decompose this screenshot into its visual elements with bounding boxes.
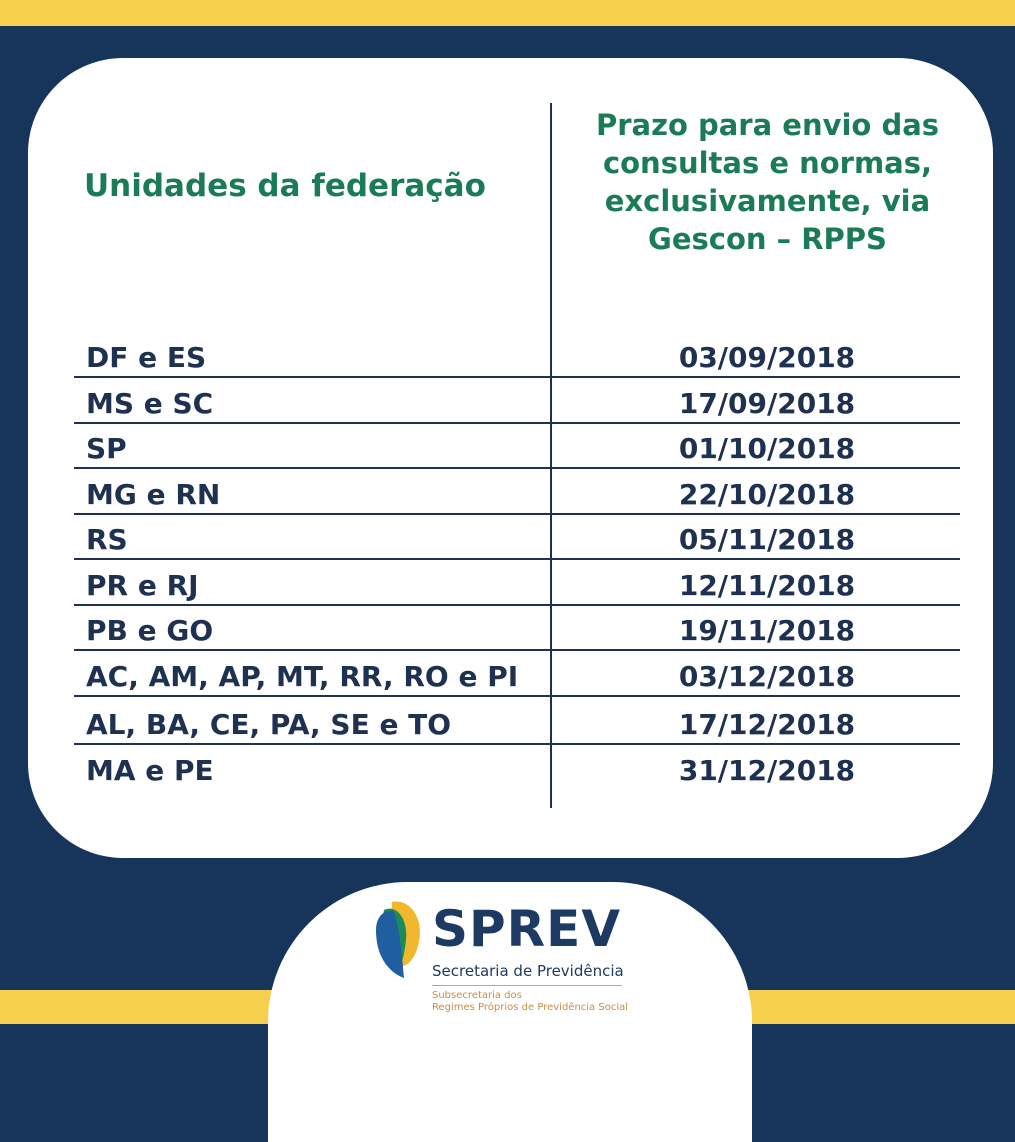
logo-subsecretaria: Subsecretaria dos Regimes Próprios de Pre… — [432, 990, 628, 1014]
row-uf: PB e GO — [86, 614, 214, 647]
row-divider — [74, 422, 960, 424]
row-divider — [74, 743, 960, 745]
sprev-logo-icon — [376, 901, 420, 978]
row-divider — [74, 649, 960, 651]
table-row: RS 05/11/2018 — [74, 514, 960, 560]
table-card — [28, 58, 993, 858]
row-divider — [74, 695, 960, 697]
row-divider — [74, 558, 960, 560]
column-divider — [550, 103, 552, 808]
logo-line3: Regimes Próprios de Previdência Social — [432, 1002, 629, 1013]
row-uf: RS — [86, 523, 128, 556]
logo-line2: Subsecretaria dos — [432, 990, 522, 1001]
column-header-deadline: Prazo para envio das consultas e normas,… — [595, 108, 940, 256]
row-uf: AC, AM, AP, MT, RR, RO e PI — [86, 660, 519, 693]
row-uf: PR e RJ — [86, 569, 199, 602]
table-row: MS e SC 17/09/2018 — [74, 378, 960, 424]
row-date: 01/10/2018 — [678, 432, 856, 465]
logo-subtitle: Secretaria de Previdência — [432, 962, 624, 980]
table-row: PB e GO 19/11/2018 — [74, 605, 960, 651]
row-date: 19/11/2018 — [678, 614, 856, 647]
sprev-logo-text: SPREV — [432, 900, 622, 958]
table-row: AC, AM, AP, MT, RR, RO e PI 03/12/2018 — [74, 651, 960, 697]
row-date: 17/12/2018 — [678, 708, 856, 741]
row-date: 17/09/2018 — [678, 387, 856, 420]
table-row: MA e PE 31/12/2018 — [74, 745, 960, 791]
row-date: 05/11/2018 — [678, 523, 856, 556]
row-divider — [74, 467, 960, 469]
table-row: SP 01/10/2018 — [74, 423, 960, 469]
row-uf: SP — [86, 432, 127, 465]
logo-separator — [432, 985, 622, 986]
table-row: MG e RN 22/10/2018 — [74, 469, 960, 515]
row-uf: DF e ES — [86, 341, 207, 374]
row-uf: MG e RN — [86, 478, 221, 511]
row-date: 22/10/2018 — [678, 478, 856, 511]
row-uf: AL, BA, CE, PA, SE e TO — [86, 708, 452, 741]
table-row: DF e ES 03/09/2018 — [74, 332, 960, 378]
table-row: PR e RJ 12/11/2018 — [74, 560, 960, 606]
row-divider — [74, 513, 960, 515]
row-date: 31/12/2018 — [678, 754, 856, 787]
column-header-uf: Unidades da federação — [84, 168, 486, 204]
row-divider — [74, 376, 960, 378]
row-divider — [74, 604, 960, 606]
row-date: 03/12/2018 — [678, 660, 856, 693]
top-yellow-bar — [0, 0, 1015, 26]
row-uf: MA e PE — [86, 754, 214, 787]
row-date: 12/11/2018 — [678, 569, 856, 602]
row-uf: MS e SC — [86, 387, 214, 420]
table-row: AL, BA, CE, PA, SE e TO 17/12/2018 — [74, 699, 960, 745]
row-date: 03/09/2018 — [678, 341, 856, 374]
